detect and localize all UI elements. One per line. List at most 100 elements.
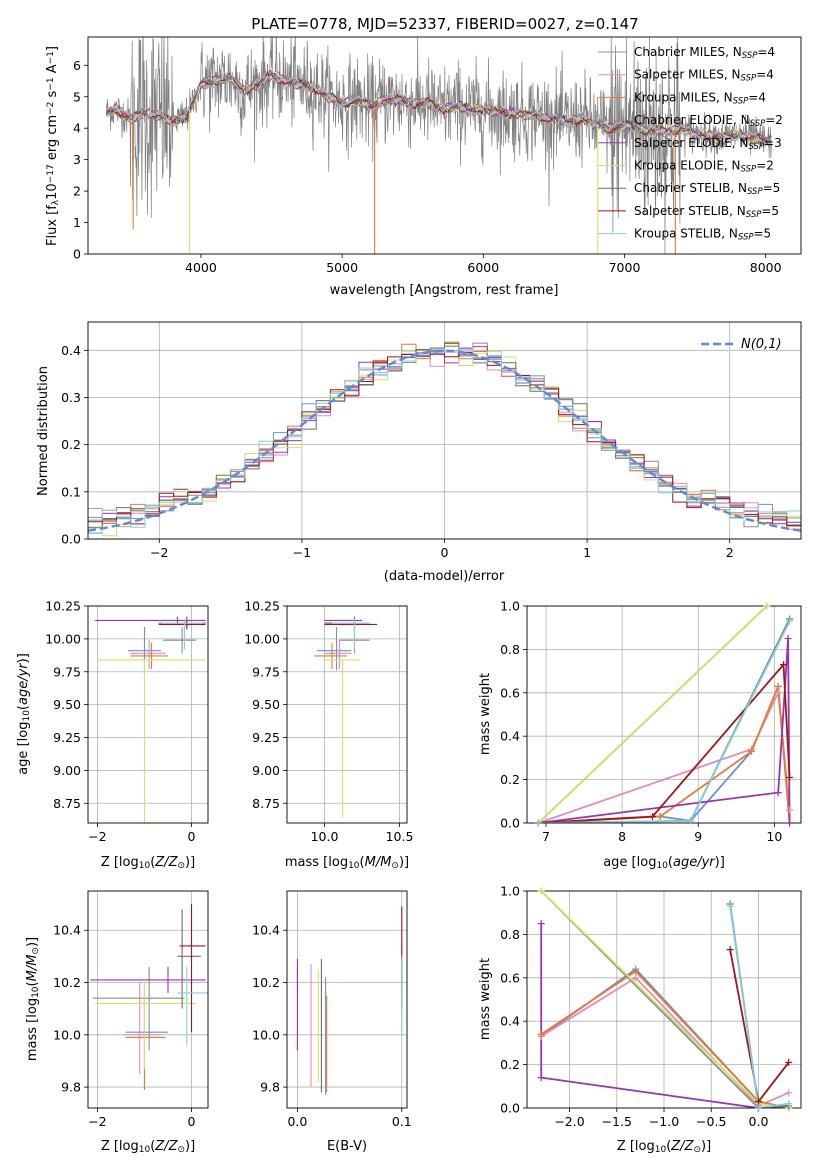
mass-weight-marker <box>785 1058 793 1066</box>
y-tick-label: 9.75 <box>252 664 280 679</box>
x-tick-label: 0 <box>441 545 449 560</box>
y-axis-label-part: )] <box>16 653 31 663</box>
mass-weight-marker <box>687 817 695 825</box>
x-axis-label-part: ( <box>668 855 673 870</box>
model-fit-line <box>106 72 772 147</box>
legend-label-part: Kroupa ELODIE, N <box>634 159 741 173</box>
x-tick-label: −2 <box>88 1114 106 1129</box>
legend-label-part: =4 <box>748 90 766 104</box>
legend-label-part: =5 <box>754 227 772 241</box>
mass-weight-marker <box>649 812 657 820</box>
x-tick-label: 0 <box>188 1114 196 1129</box>
mass-vs-Z-plot-area <box>90 904 208 1090</box>
x-axis-label-part: ( <box>150 1139 155 1154</box>
mass-weight-line <box>538 662 791 823</box>
y-axis-label: Normed distribution <box>36 366 51 496</box>
x-axis-label-part: age [log <box>603 855 656 870</box>
legend-label-part: SSP <box>750 119 766 129</box>
y-tick-label: 1.0 <box>500 599 520 614</box>
x-tick-label: 0.0 <box>287 1114 307 1129</box>
legend-label: Kroupa MILES, NSSP=4 <box>634 90 766 106</box>
x-axis-label: wavelength [Angstrom, rest frame] <box>330 283 559 298</box>
mass-weight-marker <box>726 902 734 910</box>
legend-label-part: Chabrier STELIB, N <box>634 181 747 195</box>
legend-label: Kroupa STELIB, NSSP=5 <box>634 227 771 243</box>
y-axis-label: mass weight <box>478 673 493 755</box>
mass-vs-Z-panel: −2 09.810.010.210.4Z [log10(Z/Z⊙)]mass [l… <box>25 890 209 1155</box>
age-vs-mass-panel: 10.0 10.5 8.75 9.00 9.25 9.50 9.75 10.00 10.25 ma… <box>244 599 413 872</box>
y-tick-label: 10.00 <box>45 631 81 646</box>
y-axis-label-part: −17 <box>46 164 56 183</box>
x-tick-label: 7 <box>542 829 550 844</box>
x-axis-label-part: ( <box>666 1139 671 1154</box>
x-axis-label-part: )] <box>185 855 195 870</box>
mass-weight-marker <box>763 602 771 610</box>
x-tick-label: 6000 <box>467 260 499 275</box>
y-axis-label-part: A <box>45 64 60 77</box>
y-axis-label-part: −1 <box>46 77 56 90</box>
y-axis-label-part: mass [log <box>25 998 40 1061</box>
y-tick-label: 0.8 <box>500 927 520 942</box>
y-tick-label: 0.8 <box>500 642 520 657</box>
mass-weight-line <box>540 976 790 1107</box>
legend-label: Salpeter STELIB, NSSP=5 <box>634 204 779 220</box>
legend-label-part: =5 <box>763 181 781 195</box>
y-tick-label: 0.2 <box>500 772 520 787</box>
mass-weight-marker <box>774 689 782 697</box>
y-tick-label: 10.25 <box>45 599 81 614</box>
x-axis-label-part: ( <box>150 855 155 870</box>
mass-vs-EBV-panel: 0.0 0.1 9.8 10.0 10.2 10.4 E(B-V) <box>252 890 412 1154</box>
mass-weight-line <box>540 967 789 1108</box>
y-axis-label-part: ( <box>25 981 40 986</box>
mass-weight-marker <box>774 789 782 797</box>
x-axis-label-part: 10 <box>655 1145 667 1155</box>
x-tick-label: 0 <box>188 829 196 844</box>
y-axis-label-part: ] <box>45 46 60 51</box>
spectrum-frame <box>87 36 802 255</box>
y-tick-label: 10.4 <box>53 923 81 938</box>
mass-weight-marker <box>537 887 545 895</box>
residual-histogram <box>88 347 801 528</box>
y-tick-label: 0.4 <box>500 729 520 744</box>
x-axis-label: mass [log10(M/M⊙)] <box>285 855 409 871</box>
mass-weight-line <box>538 620 791 823</box>
legend-label-part: SSP <box>746 210 762 220</box>
y-tick-label: 0.6 <box>500 685 520 700</box>
y-axis-label-part: 10 <box>22 710 32 722</box>
residual-histogram <box>88 349 801 527</box>
x-axis-label-part: M/M <box>365 855 392 870</box>
mass-vs-EBV-plot-area <box>296 906 403 1095</box>
mass-weight-vs-Z-plot-area <box>540 891 790 1108</box>
residual-histogram <box>88 342 801 529</box>
x-tick-label: 4000 <box>185 260 217 275</box>
age-vs-mass-frame <box>286 605 408 824</box>
legend-label-part: Chabrier MILES, N <box>634 45 742 59</box>
x-axis-label: age [log10(age/yr)] <box>603 855 725 871</box>
mass-weight-vs-age-frame <box>526 605 802 824</box>
mass-weight-line <box>537 606 768 823</box>
y-tick-label: 0.1 <box>61 484 81 499</box>
y-axis-label-part: ( <box>16 705 31 710</box>
x-axis-label-part: ⊙ <box>177 861 185 871</box>
x-tick-label: 7000 <box>609 260 641 275</box>
residual-plot-area <box>88 341 801 537</box>
y-tick-label: 10.2 <box>53 975 81 990</box>
y-tick-label: 1.0 <box>500 884 520 899</box>
mass-weight-line <box>729 906 789 1108</box>
x-axis-label-part: ⊙ <box>177 1145 185 1155</box>
y-tick-label: 9.8 <box>61 1080 81 1095</box>
y-tick-label: 3 <box>73 152 81 167</box>
mass-weight-vs-Z-panel: −2.0 −1.5 −1.0 −0.5 0.0 0.0 0.2 0.4 0.6 0.8 1.0 Z [… <box>478 884 802 1155</box>
x-axis-label: Z [log10(Z/Z⊙)] <box>101 1139 195 1155</box>
legend-label-part: SSP <box>742 51 758 61</box>
x-axis-label-part: Z/Z <box>154 855 178 870</box>
y-tick-label: 2 <box>73 184 81 199</box>
x-tick-label: 10 <box>766 829 782 844</box>
mass-weight-marker <box>632 974 640 982</box>
observed-spectrum <box>106 37 772 254</box>
x-axis-label: (data-model)/error <box>384 569 505 584</box>
legend-label-part: SSP <box>733 97 749 107</box>
mass-weight-vs-age-plot-area <box>537 606 791 823</box>
legend-label-part: =4 <box>757 45 775 59</box>
